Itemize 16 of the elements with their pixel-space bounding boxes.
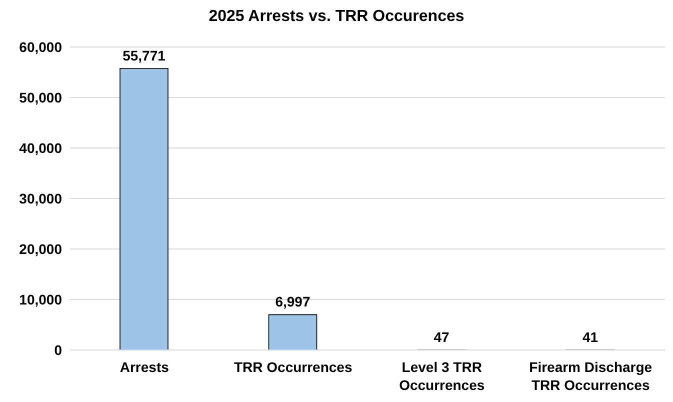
data-label: 6,997 — [275, 294, 310, 310]
chart-title: 2025 Arrests vs. TRR Occurences — [208, 8, 466, 26]
data-label: 47 — [434, 328, 450, 345]
y-tick-label: 50,000 — [19, 89, 62, 106]
x-tick-label: TRR Occurrences — [234, 359, 352, 375]
y-tick-label: 20,000 — [19, 240, 62, 257]
y-tick-label: 60,000 — [19, 38, 62, 55]
y-tick-label: 30,000 — [19, 190, 62, 206]
y-tick-label: 10,000 — [19, 291, 62, 308]
x-tick-label: Level 3 TRR Occurrences — [399, 359, 485, 393]
data-label: 41 — [582, 328, 598, 345]
x-tick-label: Firearm Discharge TRR Occurrences — [529, 359, 652, 393]
y-tick-label: 40,000 — [19, 140, 62, 156]
y-tick-label: 0 — [54, 342, 62, 358]
data-label: 55,771 — [122, 47, 166, 64]
x-tick-label: Arrests — [120, 359, 170, 375]
